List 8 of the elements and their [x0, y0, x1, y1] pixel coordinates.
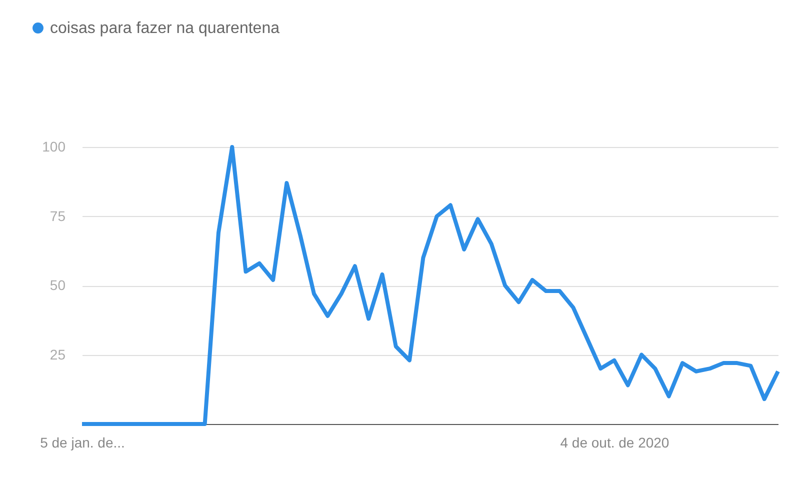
y-tick-label: 100: [42, 138, 66, 154]
x-tick-label: 4 de out. de 2020: [560, 434, 670, 450]
legend-label: coisas para fazer na quarentena: [50, 20, 280, 37]
y-tick-label: 75: [50, 208, 66, 224]
line-series: [80, 145, 780, 426]
y-tick-label: 50: [50, 277, 66, 293]
y-tick-label: 25: [50, 346, 66, 362]
x-tick-label: 5 de jan. de...: [40, 434, 125, 450]
